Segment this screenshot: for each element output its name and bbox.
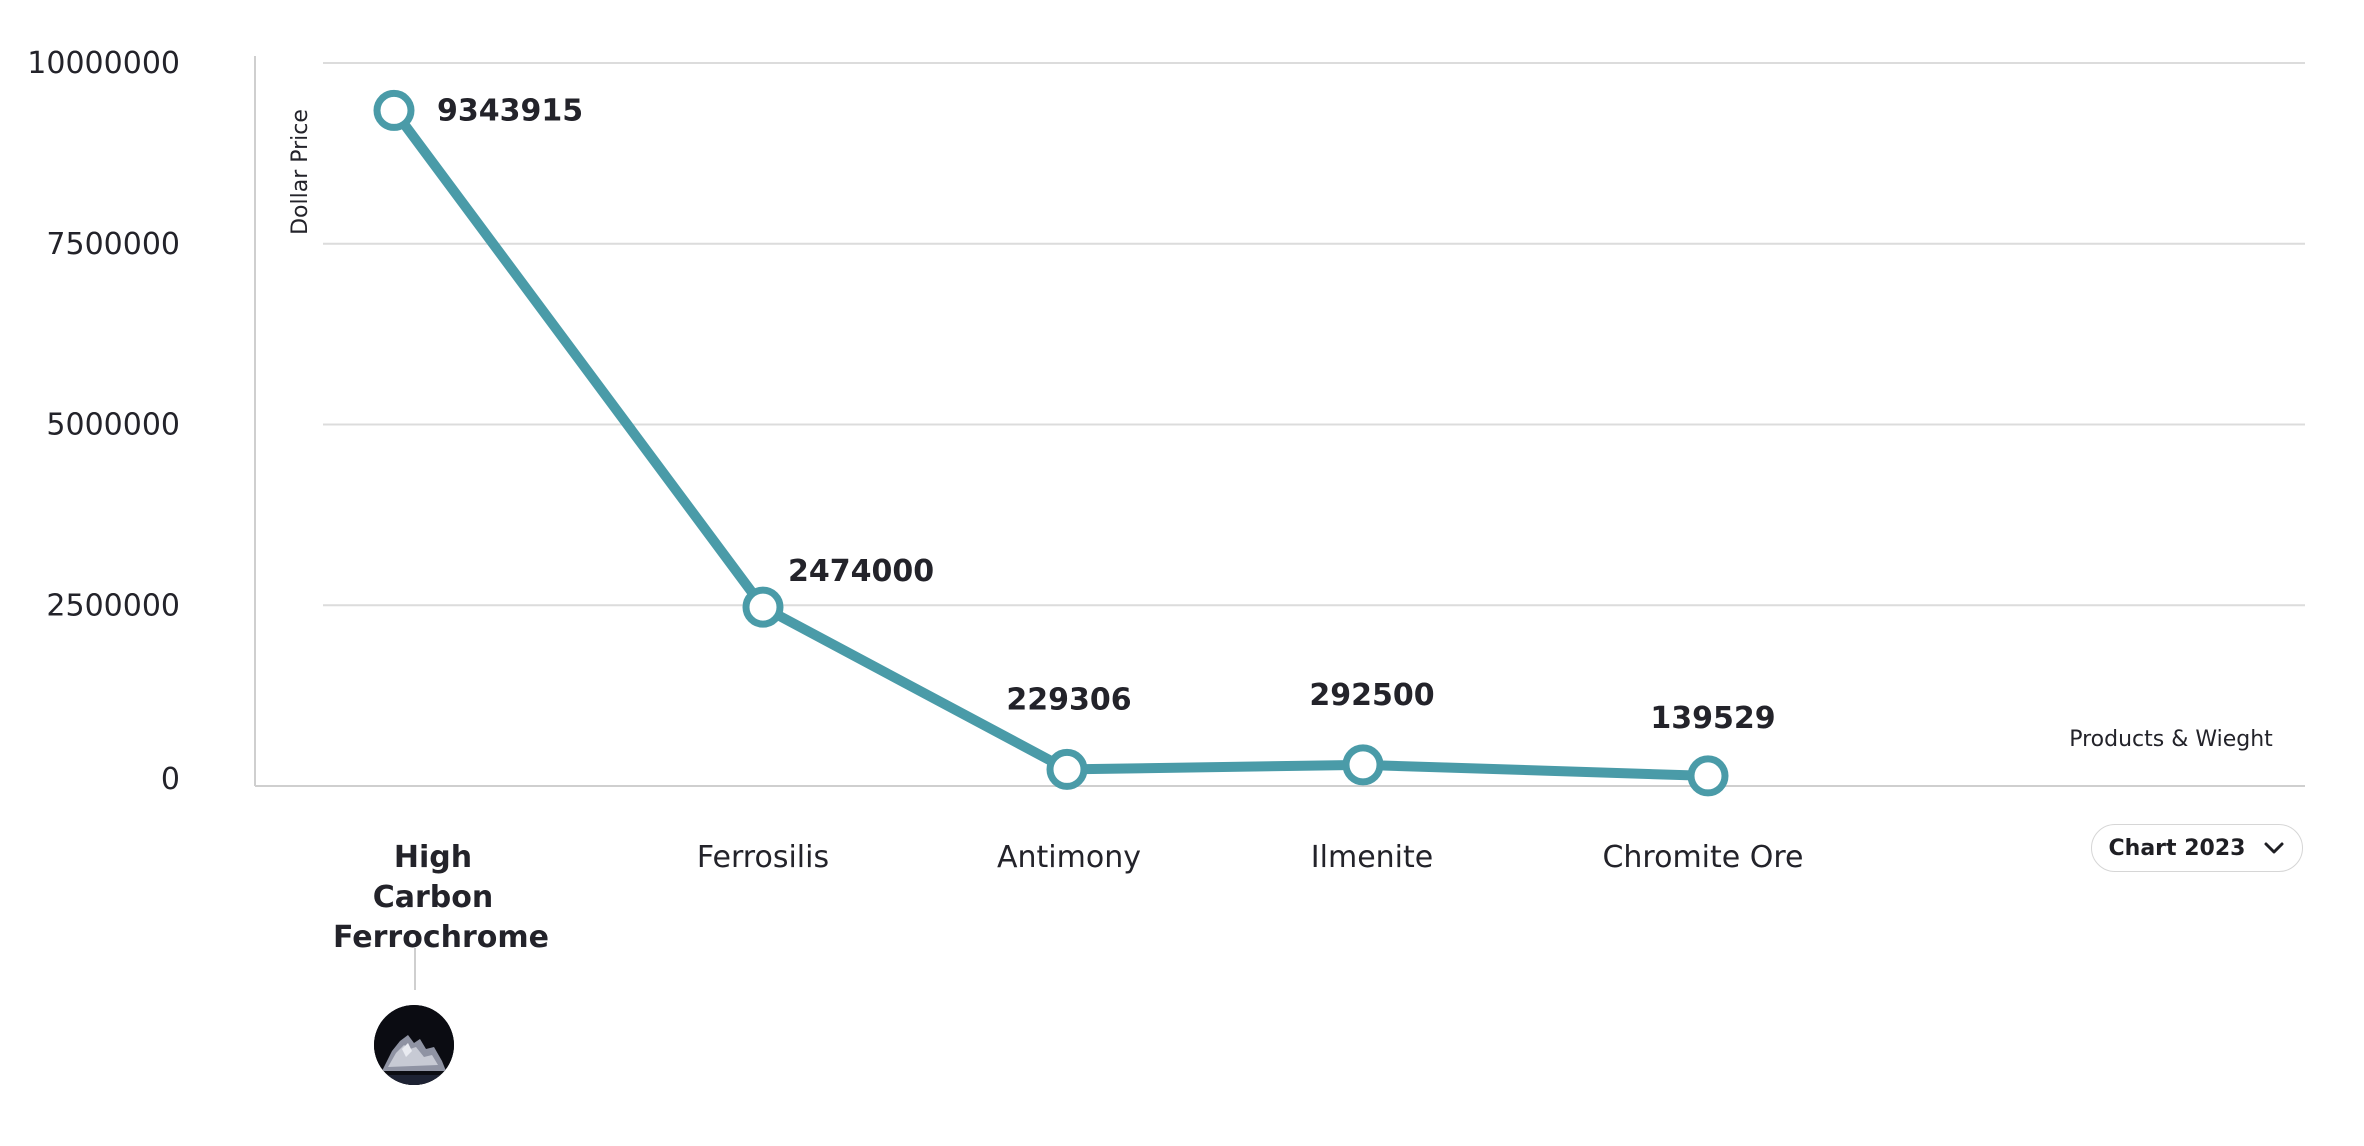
thumbnail-connector <box>414 948 416 990</box>
data-points <box>373 89 1729 797</box>
ferrochrome-image-icon <box>374 1005 454 1085</box>
product-thumbnail[interactable] <box>374 1005 454 1085</box>
y-tick-label: 2500000 <box>46 588 180 623</box>
y-tick-label: 5000000 <box>46 408 180 443</box>
data-labels: 9343915 2474000 229306 292500 139529 <box>437 93 1776 735</box>
data-point[interactable] <box>1342 744 1384 786</box>
year-select-dropdown[interactable]: Chart 2023 <box>2091 824 2303 872</box>
x-category-label[interactable]: Antimony <box>997 840 1141 875</box>
data-point[interactable] <box>1687 755 1729 797</box>
data-point[interactable] <box>1046 748 1088 790</box>
data-label: 9343915 <box>437 93 583 128</box>
y-tick-label: 10000000 <box>27 46 180 81</box>
series-line-group <box>389 105 1713 781</box>
data-label: 292500 <box>1309 678 1434 713</box>
data-label: 139529 <box>1650 701 1775 736</box>
data-point[interactable] <box>373 89 415 131</box>
y-tick-label: 7500000 <box>46 227 180 262</box>
x-category-label[interactable]: Ferrosilis <box>696 840 830 875</box>
data-point[interactable] <box>742 586 784 628</box>
data-label: 229306 <box>1006 682 1131 717</box>
x-axis-title: Products & Wieght <box>2069 727 2273 752</box>
x-category-label[interactable]: High Carbon Ferrochrome <box>333 840 549 955</box>
year-select-label: Chart 2023 <box>2108 835 2246 861</box>
y-tick-labels: 0 2500000 5000000 7500000 10000000 <box>27 46 180 797</box>
gridlines <box>323 62 2305 607</box>
y-axis-title: Dollar Price <box>288 109 313 235</box>
series-line <box>389 105 1713 781</box>
chevron-down-icon <box>2264 842 2284 854</box>
x-category-label[interactable]: Ilmenite <box>1310 840 1434 875</box>
data-label: 2474000 <box>788 554 934 589</box>
axes <box>254 56 2305 787</box>
x-category-label[interactable]: Chromite Ore <box>1602 840 1804 875</box>
y-tick-label: 0 <box>161 762 180 797</box>
